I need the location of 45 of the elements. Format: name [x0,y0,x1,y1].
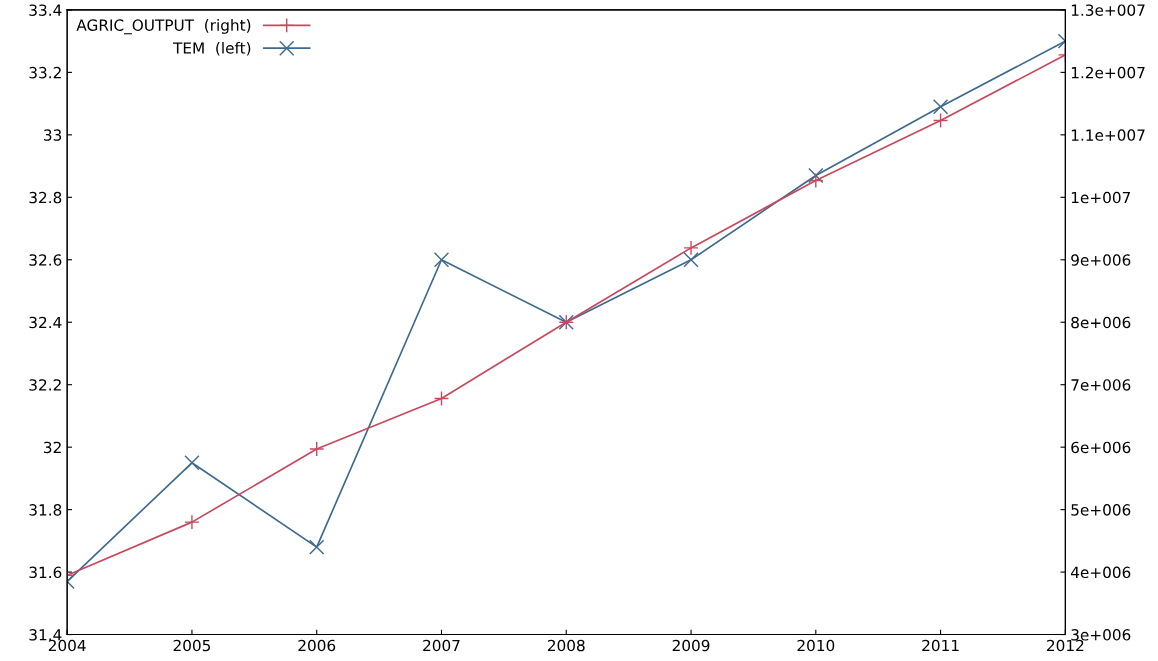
x-tick-label: 2006 [298,639,336,652]
y2-tick-label: 7e+006 [1071,379,1131,391]
y2-tick-label: 8e+006 [1071,316,1131,329]
point [808,172,824,189]
x-tick-label: 2012 [1047,639,1084,652]
y-tick-label: 31.4 [29,629,62,641]
point [184,455,200,471]
x-tick-label: 2011 [922,639,959,652]
y2-tick-label: 5e+006 [1071,504,1131,516]
y2-tick-label: 1.1e+007 [1071,129,1145,141]
y2-tick-label: 1e+007 [1071,191,1130,204]
y-tick-label: 33.4 [29,4,62,16]
y-tick-label: 32.6 [29,254,62,266]
y-tick-label: 31.6 [29,566,62,579]
y-tick-label: 33.2 [29,66,61,79]
point [184,514,200,530]
point [808,167,824,184]
y-tick-label: 32 [44,441,61,454]
x-tick-label: 2009 [672,639,710,652]
x-tick-label: 2010 [797,639,835,652]
point [932,112,949,129]
y-tick-label: 32.8 [29,191,62,204]
y2-tick-label: 4e+006 [1070,566,1131,579]
y2-tick-label: 3e+006 [1071,629,1131,641]
x-tick-label: 2008 [547,639,585,652]
y2-tick-label: 1.2e+007 [1071,66,1145,79]
y-tick-label: 32.4 [29,316,62,329]
y-tick-label: 31.8 [29,504,62,516]
x-tick-label: 2005 [173,639,211,652]
legend-label: AGRIC_OUTPUT (right) [76,19,251,35]
y2-tick-label: 6e+006 [1071,441,1131,454]
point [309,441,325,457]
point [309,539,325,555]
y2-tick-label: 9e+006 [1071,254,1131,266]
point [683,252,699,268]
x-tick-label: 2007 [423,639,460,652]
y2-tick-label: 1.3e+007 [1071,4,1145,16]
point [932,99,949,115]
y-tick-label: 33 [44,129,62,141]
y-tick-label: 32.2 [29,379,61,391]
x-tick-label: 2004 [48,639,86,652]
point [433,252,450,268]
legend-label: TEM (left) [172,41,251,56]
point [433,390,450,407]
point [683,240,699,256]
